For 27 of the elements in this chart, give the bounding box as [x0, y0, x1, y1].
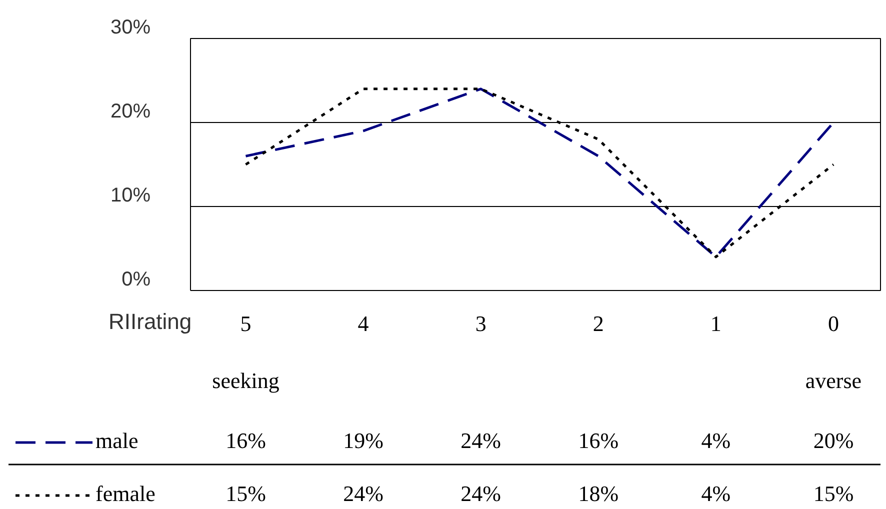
- data-label: 15%: [813, 481, 854, 506]
- data-label: 24%: [460, 481, 502, 506]
- text: seeking: [212, 368, 280, 393]
- x-tick-label: 1: [710, 311, 722, 336]
- data-label: 24%: [460, 428, 502, 453]
- text: averse: [805, 368, 862, 393]
- data-label: 18%: [578, 481, 619, 506]
- data-label: 4%: [701, 428, 731, 453]
- y-tick-label: 20%: [110, 100, 151, 122]
- data-label: 15%: [226, 481, 266, 506]
- y-tick-label: 10%: [110, 184, 151, 206]
- data-label: 4%: [701, 481, 731, 506]
- x-tick-label: 5: [240, 311, 252, 336]
- data-label: 20%: [813, 428, 854, 453]
- y-tick-label: 0%: [122, 268, 151, 290]
- x-tick-label: 2: [592, 311, 604, 336]
- y-tick-label: 30%: [110, 16, 151, 38]
- legend-label: male: [96, 428, 138, 453]
- x-axis-title: RIIrating: [108, 309, 192, 334]
- data-label: 24%: [343, 481, 384, 506]
- data-label: 16%: [226, 428, 266, 453]
- data-label: 16%: [578, 428, 619, 453]
- x-tick-label: 3: [475, 311, 486, 336]
- x-tick-label: 0: [828, 311, 839, 336]
- data-label: 19%: [343, 428, 384, 453]
- legend-label: female: [96, 481, 156, 506]
- x-tick-label: 4: [358, 311, 369, 336]
